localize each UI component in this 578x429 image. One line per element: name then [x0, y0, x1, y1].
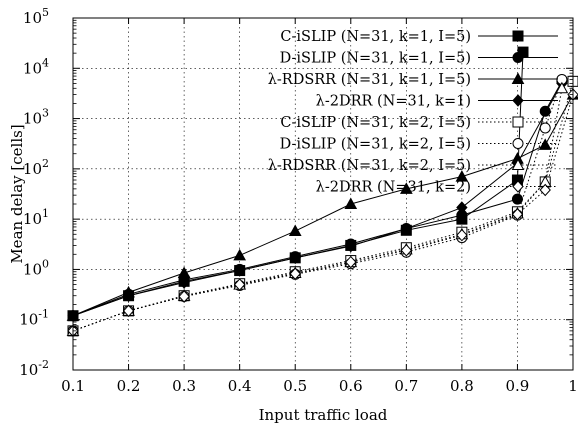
y-tick-exponent: -1: [38, 308, 49, 321]
y-tick-label: 104: [23, 56, 49, 77]
data-point-series-4: [233, 264, 246, 277]
x-tick-label: 0.9: [506, 377, 530, 395]
data-point-series-2: [511, 193, 523, 205]
x-tick-label: 0.4: [228, 377, 252, 395]
legend-entry-label: λ-RDSRR (N=31, k=1, I=5): [268, 72, 471, 88]
y-tick-label: 105: [23, 6, 49, 27]
data-point-series-4: [289, 251, 301, 265]
data-point-series-8: [539, 183, 551, 197]
data-point-series-4: [456, 201, 468, 214]
data-point-series-8: [345, 255, 357, 269]
data-point-series-3: [177, 266, 191, 278]
y-tick-base: 10: [23, 260, 42, 278]
data-point-series-8: [400, 244, 413, 257]
y-tick-base: 10: [23, 210, 42, 228]
y-tick-base: 10: [23, 160, 42, 178]
legend-marker: [512, 116, 524, 128]
x-tick-label: 0.2: [117, 377, 141, 395]
data-point-series-2: [539, 105, 551, 117]
y-tick-exponent: 5: [42, 6, 49, 19]
legend-marker: [512, 52, 524, 63]
data-point-series-8: [456, 228, 468, 242]
data-point-series-4: [178, 276, 190, 289]
legend-entry-label: λ-2DRR (N=31, k=2): [316, 180, 471, 196]
y-tick-base: 10: [19, 361, 38, 379]
y-tick-base: 10: [19, 311, 38, 329]
x-tick-label: 0.1: [61, 377, 85, 395]
data-point-series-3: [538, 138, 552, 150]
x-axis-label: Input traffic load: [259, 406, 388, 424]
y-tick-label: 103: [23, 107, 49, 128]
legend-entry-label: C-iSLIP (N=31, k=1, I=5): [280, 29, 471, 45]
legend-entry-label: D-iSLIP (N=31, k=1, I=5): [280, 51, 471, 67]
y-tick-label: 100: [23, 257, 49, 278]
legend-marker: [511, 158, 525, 170]
data-point-series-8: [178, 290, 190, 303]
legend-entry-label: λ-2DRR (N=31, k=1): [316, 94, 471, 110]
y-tick-label: 10-2: [19, 358, 49, 379]
y-tick-exponent: 4: [42, 56, 49, 69]
legend-entry-label: C-iSLIP (N=31, k=2, I=5): [280, 115, 471, 131]
y-tick-exponent: 2: [42, 157, 49, 170]
data-point-series-4: [345, 239, 357, 253]
legend-entry-label: λ-RDSRR (N=31, k=2, I=5): [268, 158, 471, 174]
x-tick-label: 0.5: [283, 377, 307, 395]
y-tick-exponent: 1: [42, 207, 49, 220]
data-point-series-3: [344, 197, 358, 210]
y-tick-exponent: 0: [42, 257, 49, 270]
legend-marker: [512, 180, 524, 193]
data-point-series-3: [399, 182, 413, 194]
data-point-series-8: [289, 267, 301, 281]
series-lines: [72, 52, 574, 332]
grid: [73, 18, 573, 370]
data-point-series-3: [233, 248, 247, 261]
y-tick-base: 10: [23, 110, 42, 128]
data-point-series-8: [122, 304, 135, 318]
y-tick-base: 10: [23, 59, 42, 77]
x-tick-label: 0.7: [394, 377, 418, 395]
data-point-series-7: [555, 81, 569, 94]
x-tick-label: 0.3: [172, 377, 196, 395]
plot-frame: [72, 17, 574, 371]
series-line-4: [72, 83, 563, 317]
data-point-series-8: [511, 208, 524, 221]
axis-ticks: 0.1 0.2 0.3 0.4 0.5 0.6 0.7 0.8 0.9 110-210-11001…: [19, 6, 578, 395]
y-tick-label: 10-1: [19, 308, 49, 329]
data-point-series-8: [233, 278, 246, 291]
x-tick-label: 0.6: [339, 377, 363, 395]
y-tick-exponent: -2: [38, 358, 49, 371]
x-tick-label: 0.8: [450, 377, 474, 395]
data-point-series-3: [455, 170, 469, 182]
x-tick-label: 1: [568, 377, 578, 395]
legend-entry-label: D-iSLIP (N=31, k=2, I=5): [280, 137, 471, 153]
series-line-8: [72, 94, 574, 332]
legend-marker: [512, 30, 524, 42]
data-point-series-4: [400, 222, 413, 235]
legend: C-iSLIP (N=31, k=1, I=5) D-iSLIP (N=31, k…: [268, 29, 558, 196]
data-point-series-6: [539, 122, 551, 134]
legend-marker: [511, 72, 525, 84]
y-tick-base: 10: [23, 9, 42, 27]
legend-marker: [512, 138, 524, 149]
data-point-series-3: [288, 224, 302, 237]
y-axis-label: Mean delay [cells]: [8, 124, 26, 263]
y-tick-label: 102: [23, 157, 49, 178]
y-tick-label: 101: [23, 207, 49, 228]
data-point-series-4: [122, 289, 135, 302]
y-tick-exponent: 3: [42, 107, 49, 120]
legend-marker: [512, 94, 524, 107]
